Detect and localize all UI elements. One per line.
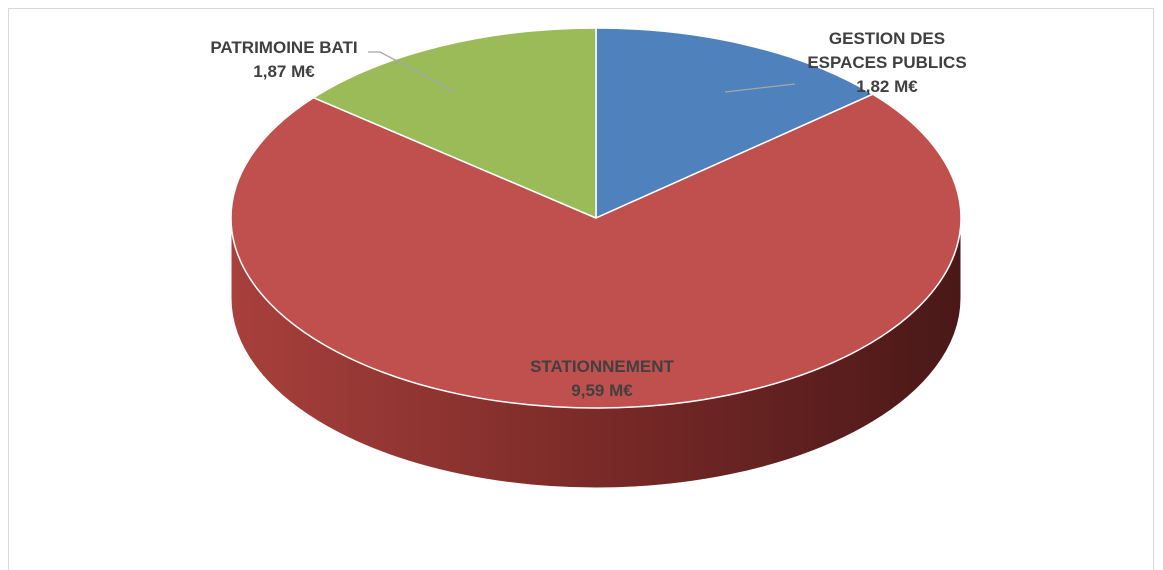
pie-top-layer	[230, 27, 962, 409]
slice-labels: GESTION DES ESPACES PUBLICS 1,82 M€ STATION…	[210, 29, 966, 400]
slice-value-label: 9,59 M€	[571, 381, 633, 400]
leader-lines	[368, 51, 796, 93]
slice-name-label: PATRIMOINE BATI	[210, 38, 357, 57]
slice-label-2: PATRIMOINE BATI 1,87 M€	[210, 38, 357, 81]
pie-slice-0	[595, 27, 874, 219]
slice-value-label: 1,82 M€	[856, 77, 918, 96]
slice-label-1: STATIONNEMENT 9,59 M€	[530, 357, 674, 400]
slice-name-label: STATIONNEMENT	[530, 357, 674, 376]
pie-slice-1	[230, 93, 962, 409]
leader-line-2	[368, 51, 456, 93]
pie-slice-2	[312, 27, 597, 219]
leader-line-0	[724, 83, 796, 93]
slice-label-0: GESTION DES ESPACES PUBLICS 1,82 M€	[807, 29, 966, 96]
slice-name-label: GESTION DES	[829, 29, 945, 48]
slice-name-label: ESPACES PUBLICS	[807, 53, 966, 72]
slice-value-label: 1,87 M€	[253, 62, 315, 81]
